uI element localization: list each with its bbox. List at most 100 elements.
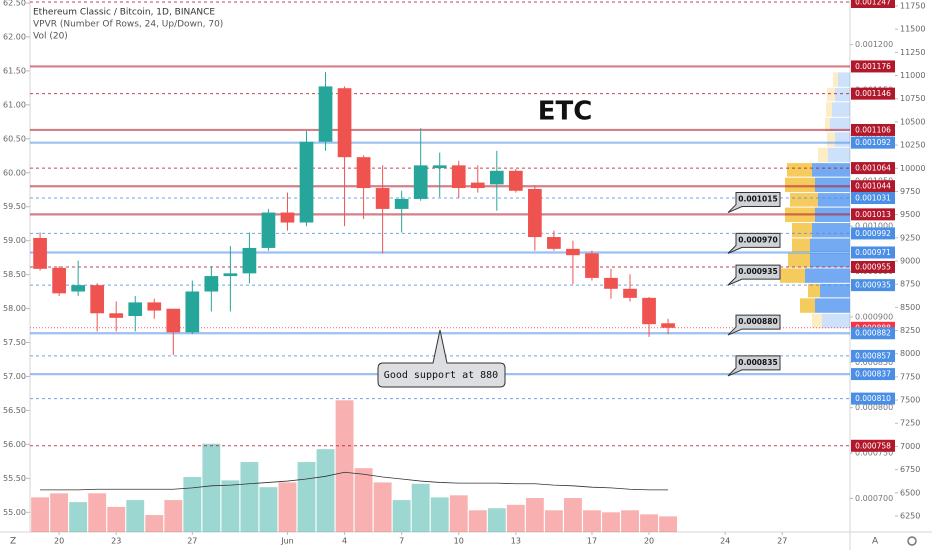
volume-bar — [316, 449, 335, 532]
price-tag — [851, 392, 895, 405]
volume-bar — [640, 514, 658, 532]
volume-bar — [202, 443, 221, 532]
y2-tick-label: 57.50 — [3, 338, 26, 347]
price-tag — [851, 192, 895, 205]
price-tag — [851, 227, 895, 240]
price-tag-label: 0.001044 — [855, 182, 891, 191]
volume-bar — [297, 462, 316, 532]
volume-bar — [335, 400, 354, 532]
y3-tick-label: 10000 — [900, 164, 925, 173]
price-tag-label: 0.000837 — [855, 370, 891, 379]
candle-body — [128, 302, 143, 317]
candle-body — [585, 253, 599, 278]
candle-body — [489, 170, 504, 185]
vpvr-up — [787, 163, 812, 177]
vpvr-up — [780, 268, 805, 283]
candle-body — [413, 165, 428, 199]
y-tick-label: 0.000750 — [855, 449, 893, 458]
layer: 55.00 55.50 56.00 56.50 57.00 57.50 58.00 58.50… — [3, 0, 925, 546]
y3-tick-label: 6250 — [900, 511, 920, 520]
vpvr-up — [827, 132, 835, 147]
candle-body — [242, 247, 257, 274]
scale-toggle[interactable]: Z — [10, 537, 16, 547]
candle-body — [299, 141, 314, 223]
volume-bar — [354, 468, 373, 532]
candle-body — [185, 291, 200, 333]
vpvr-down — [835, 132, 850, 147]
y2-tick-label: 58.00 — [3, 304, 26, 313]
volume-bar — [430, 497, 449, 532]
callout-label: 0.000835 — [738, 358, 777, 367]
y2-tick-label: 59.50 — [3, 202, 26, 211]
callout-box — [727, 355, 781, 377]
volume-bar — [411, 483, 430, 532]
price-tag-label: 0.000992 — [855, 229, 891, 238]
callout-box — [727, 192, 781, 214]
price-tag — [851, 162, 895, 175]
vpvr-down — [838, 72, 850, 87]
vpvr-down — [815, 177, 850, 193]
candle-body — [166, 308, 181, 333]
price-tag — [851, 123, 895, 136]
y3-tick-label: 8500 — [900, 303, 920, 312]
vpvr-down — [818, 193, 850, 207]
volume-bar — [183, 476, 202, 532]
volume-bar — [278, 482, 297, 532]
volume-bar — [259, 487, 278, 532]
vpvr-up — [790, 193, 818, 207]
price-tag-label: 0.001013 — [855, 210, 891, 219]
vpvr-up — [826, 102, 832, 117]
callout-label: 0.000935 — [738, 267, 777, 276]
price-tag — [851, 368, 895, 381]
volume-bar — [583, 510, 601, 532]
price-tag — [851, 180, 895, 193]
price-tag-label: 0.000971 — [855, 248, 891, 257]
candle-body — [394, 198, 409, 209]
vpvr-up — [833, 72, 838, 87]
vpvr-down — [832, 102, 850, 117]
y3-tick-label: 7750 — [900, 372, 920, 381]
note-box — [377, 329, 506, 388]
vpvr-up — [788, 252, 810, 268]
volume-bar — [525, 498, 544, 532]
price-tag — [851, 279, 895, 292]
volume-bar — [487, 508, 506, 532]
x-tick-label: 4 — [342, 537, 347, 546]
price-tag-label: 0.001031 — [855, 194, 891, 203]
y-tick-label: 0.000900 — [855, 312, 893, 321]
vpvr-down — [805, 268, 850, 283]
candle-body — [375, 188, 390, 209]
volume-bar — [145, 515, 164, 532]
price-tag-label: 0.000810 — [855, 394, 891, 403]
x-tick-label: 27 — [187, 537, 197, 546]
x-tick-label: 17 — [587, 537, 597, 546]
price-tag-label: 0.000935 — [855, 281, 891, 290]
scale-toggle[interactable]: A — [872, 537, 879, 547]
y2-tick-label: 57.00 — [3, 372, 26, 381]
price-tag — [851, 208, 895, 221]
price-tag — [851, 136, 895, 149]
volume-bar — [544, 510, 563, 532]
vpvr-up — [792, 223, 812, 238]
y2-tick-label: 60.00 — [3, 168, 26, 177]
price-tag-label: 0.000758 — [855, 441, 891, 450]
x-tick-label: 10 — [454, 537, 464, 546]
volume-bar — [621, 510, 639, 532]
candle-body — [204, 276, 219, 292]
chart-title: Ethereum Classic / Bitcoin, 1D, BINANCE — [33, 8, 215, 18]
candle-body — [33, 237, 47, 269]
vpvr-down — [810, 252, 850, 268]
y2-tick-label: 55.00 — [3, 508, 26, 517]
y2-tick-label: 62.50 — [3, 0, 26, 7]
price-tag — [851, 349, 895, 362]
callout-box — [727, 314, 781, 336]
y2-tick-label: 61.00 — [3, 100, 26, 109]
candle-body — [356, 157, 371, 189]
candle-body — [147, 302, 162, 311]
y2-tick-label: 62.00 — [3, 32, 26, 41]
price-tag-label: 0.000955 — [855, 262, 891, 271]
settings-icon[interactable] — [907, 536, 917, 546]
y2-tick-label: 60.50 — [3, 134, 26, 143]
